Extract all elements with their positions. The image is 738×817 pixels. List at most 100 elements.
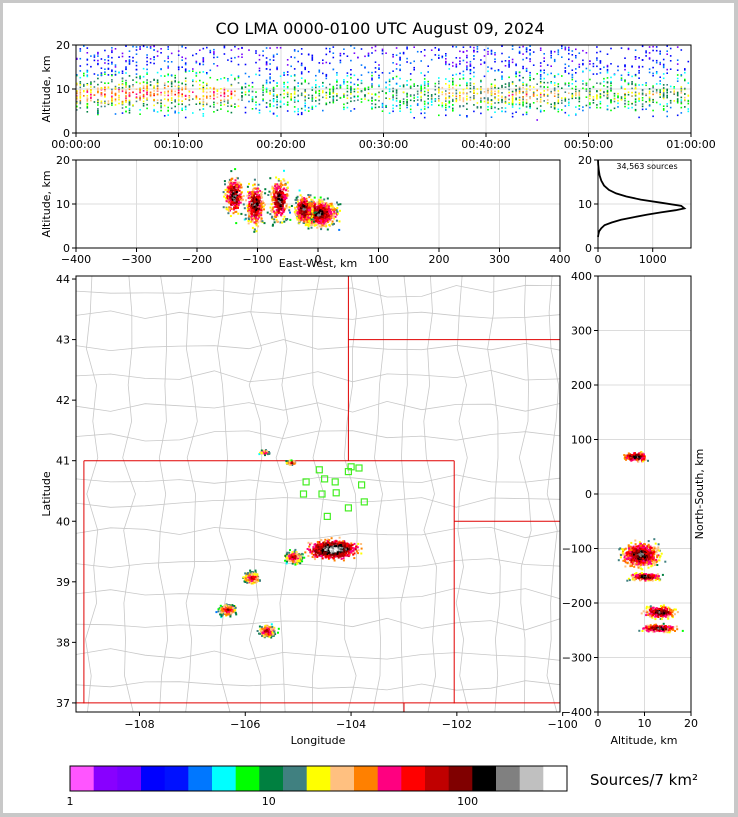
- time-source-point: [272, 89, 275, 91]
- time-source-point: [114, 92, 117, 95]
- time-source-point: [641, 45, 644, 48]
- time-source-point: [381, 48, 384, 51]
- ew-source-point: [280, 201, 283, 204]
- ew-source-point: [260, 217, 263, 220]
- time-source-point: [452, 80, 454, 83]
- ew-source-point: [285, 205, 288, 208]
- time-source-point: [135, 88, 138, 90]
- time-source-point: [304, 109, 306, 112]
- time-source-point: [371, 103, 373, 105]
- ew-source-point: [269, 192, 272, 195]
- ew-xtick-label: −200: [182, 253, 212, 266]
- time-source-point: [452, 74, 454, 76]
- time-source-point: [97, 62, 99, 65]
- ew-source-point: [301, 196, 304, 199]
- time-source-point: [300, 53, 303, 55]
- time-source-point: [174, 105, 176, 108]
- ew-source-point: [285, 189, 287, 192]
- ew-source-point: [249, 191, 251, 194]
- time-source-point: [568, 84, 570, 87]
- time-source-point: [79, 91, 82, 94]
- ew-source-point: [283, 207, 286, 210]
- time-source-point: [325, 86, 328, 89]
- time-source-point: [406, 92, 408, 95]
- ew-source-point: [309, 213, 312, 216]
- time-source-point: [613, 100, 616, 103]
- time-source-point: [220, 104, 222, 106]
- time-source-point: [192, 80, 194, 83]
- ew-source-point: [255, 204, 258, 207]
- time-source-point: [469, 69, 472, 71]
- time-source-point: [381, 50, 384, 52]
- time-source-point: [423, 116, 426, 119]
- ew-source-point: [252, 200, 254, 202]
- time-source-point: [156, 85, 159, 87]
- time-source-point: [213, 95, 215, 98]
- time-source-point: [652, 98, 654, 101]
- time-source-point: [346, 102, 349, 104]
- time-source-point: [494, 60, 496, 63]
- ew-source-point: [273, 210, 275, 213]
- time-source-point: [473, 82, 475, 85]
- ew-source-point: [300, 200, 303, 202]
- ew-source-point: [236, 189, 239, 192]
- time-source-point: [202, 60, 205, 63]
- time-source-point: [346, 55, 349, 57]
- time-source-point: [395, 100, 398, 102]
- time-source-point: [241, 86, 243, 89]
- time-source-point: [571, 87, 574, 90]
- map-source-point: [326, 538, 329, 541]
- time-source-point: [624, 79, 626, 81]
- county-line: [75, 284, 561, 298]
- time-source-point: [459, 114, 461, 116]
- time-source-point: [160, 109, 162, 112]
- ew-source-point: [300, 201, 303, 204]
- time-source-point: [532, 94, 535, 97]
- ew-source-point: [242, 203, 245, 206]
- time-source-point: [276, 67, 278, 69]
- time-source-point: [293, 49, 296, 51]
- time-source-point: [669, 68, 672, 70]
- time-source-point: [121, 112, 124, 114]
- time-source-point: [539, 95, 542, 97]
- time-source-point: [494, 93, 496, 95]
- ew-source-point: [251, 188, 254, 191]
- time-source-point: [480, 100, 482, 102]
- ew-source-point: [253, 207, 256, 210]
- time-source-point: [473, 89, 475, 92]
- time-source-point: [251, 96, 254, 98]
- time-source-point: [146, 85, 148, 88]
- time-source-point: [511, 101, 514, 104]
- time-source-point: [170, 92, 173, 94]
- time-source-point: [248, 94, 250, 96]
- time-source-point: [153, 87, 155, 89]
- ew-source-point: [284, 183, 287, 186]
- time-source-point: [381, 102, 384, 105]
- time-source-point: [350, 97, 352, 99]
- time-source-point: [445, 55, 447, 57]
- time-source-point: [177, 93, 180, 96]
- time-source-point: [399, 104, 401, 107]
- time-source-point: [272, 90, 275, 92]
- time-source-point: [142, 45, 145, 48]
- ew-source-point: [324, 211, 327, 213]
- time-source-point: [448, 68, 451, 70]
- time-source-point: [469, 91, 472, 93]
- time-source-point: [557, 110, 560, 113]
- time-source-point: [170, 107, 173, 110]
- time-source-point: [459, 94, 461, 97]
- time-source-point: [652, 49, 654, 52]
- time-source-point: [553, 105, 556, 107]
- ew-source-point: [235, 192, 238, 195]
- ew-source-point: [264, 188, 267, 191]
- time-source-point: [272, 59, 275, 61]
- time-source-point: [121, 70, 124, 73]
- ew-source-point: [239, 198, 242, 201]
- ew-source-point: [248, 203, 251, 206]
- time-source-point: [582, 109, 584, 112]
- time-source-point: [399, 107, 401, 110]
- ew-source-point: [233, 199, 236, 202]
- ew-source-point: [223, 195, 226, 198]
- time-source-point: [346, 75, 349, 77]
- time-source-point: [209, 49, 212, 52]
